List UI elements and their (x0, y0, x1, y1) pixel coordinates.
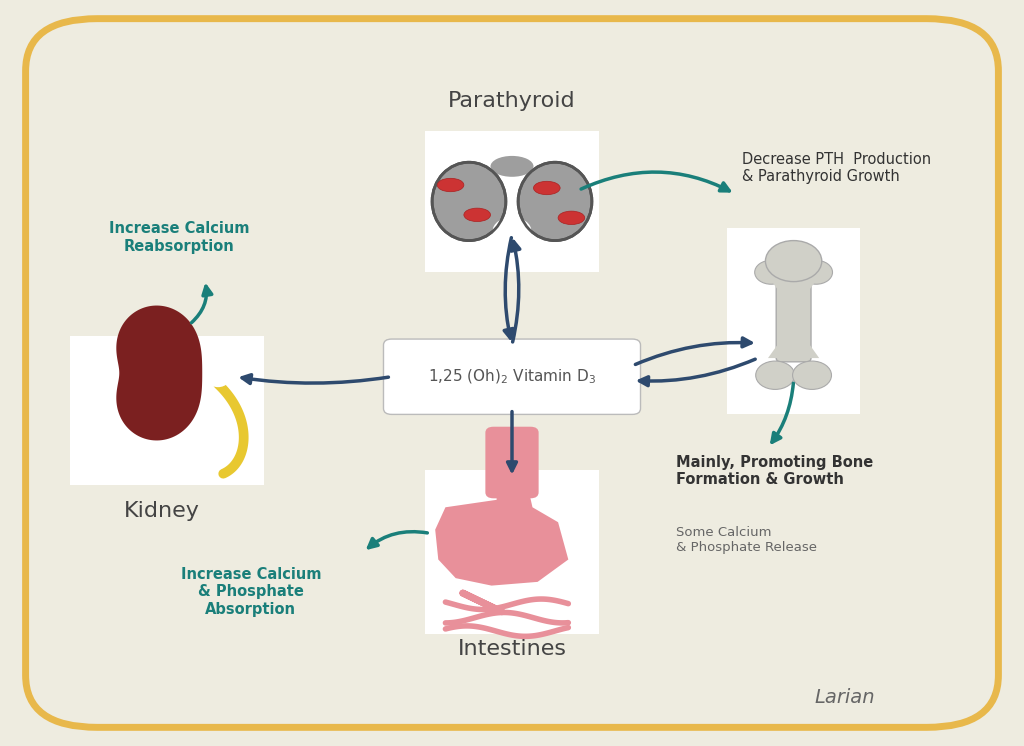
FancyBboxPatch shape (26, 19, 998, 727)
FancyBboxPatch shape (425, 131, 599, 272)
Text: Increase Calcium
Reabsorption: Increase Calcium Reabsorption (109, 222, 250, 254)
Ellipse shape (800, 260, 833, 284)
Ellipse shape (755, 260, 787, 284)
Ellipse shape (204, 359, 232, 387)
Text: Mainly, Promoting Bone
Formation & Growth: Mainly, Promoting Bone Formation & Growt… (676, 455, 873, 487)
FancyBboxPatch shape (425, 470, 599, 634)
Text: Larian: Larian (814, 688, 876, 707)
Polygon shape (117, 306, 202, 440)
FancyBboxPatch shape (776, 272, 811, 362)
Text: Parathyroid: Parathyroid (449, 91, 575, 110)
Polygon shape (435, 485, 568, 586)
Ellipse shape (493, 217, 531, 245)
Text: Decrease PTH  Production
& Parathyroid Growth: Decrease PTH Production & Parathyroid Gr… (742, 151, 932, 184)
Text: Intestines: Intestines (458, 639, 566, 659)
Ellipse shape (793, 361, 831, 389)
Ellipse shape (464, 208, 490, 222)
Ellipse shape (756, 361, 795, 389)
FancyBboxPatch shape (383, 339, 641, 415)
FancyBboxPatch shape (727, 228, 860, 414)
Ellipse shape (432, 163, 506, 240)
Ellipse shape (558, 211, 585, 225)
Text: Kidney: Kidney (124, 501, 200, 521)
Ellipse shape (766, 240, 821, 282)
Ellipse shape (437, 178, 464, 192)
Text: Some Calcium
& Phosphate Release: Some Calcium & Phosphate Release (676, 526, 817, 554)
Ellipse shape (490, 156, 534, 177)
Text: 1,25 (Oh)$_2$ Vitamin D$_3$: 1,25 (Oh)$_2$ Vitamin D$_3$ (428, 368, 596, 386)
FancyBboxPatch shape (485, 427, 539, 498)
FancyBboxPatch shape (70, 336, 264, 485)
Ellipse shape (518, 163, 592, 240)
Text: Increase Calcium
& Phosphate
Absorption: Increase Calcium & Phosphate Absorption (180, 567, 322, 617)
Ellipse shape (534, 181, 560, 195)
Polygon shape (768, 339, 819, 358)
Polygon shape (768, 276, 819, 295)
